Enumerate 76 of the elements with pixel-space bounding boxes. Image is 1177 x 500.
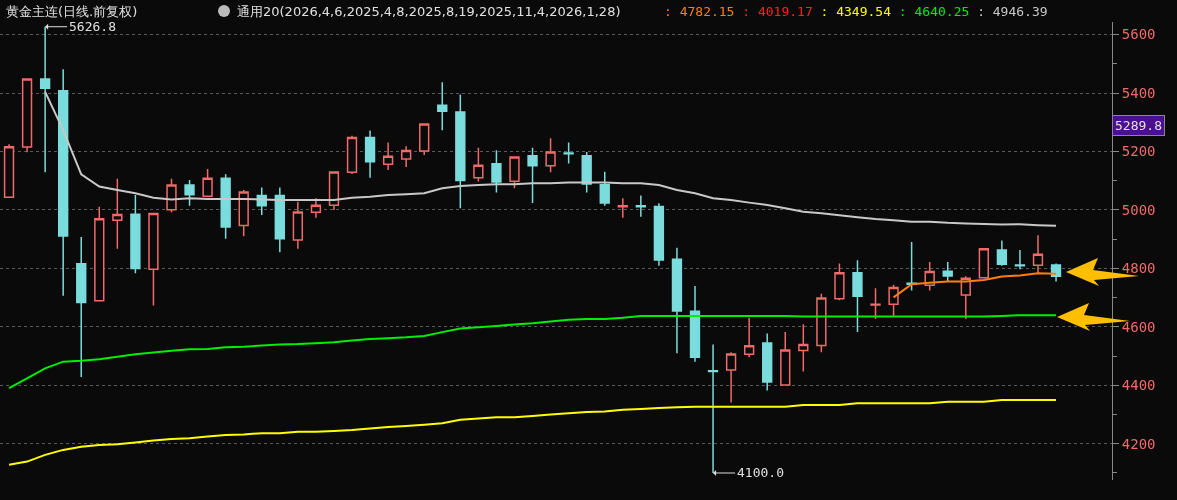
text: 5289.8	[1115, 118, 1162, 133]
y-tick-label: 5400	[1121, 84, 1156, 101]
candlestick	[816, 293, 827, 354]
text: : 4640.25	[898, 4, 970, 19]
y-tick-label: 5600	[1121, 26, 1156, 43]
candlestick	[184, 179, 195, 207]
candlestick	[130, 194, 141, 275]
line-series	[8, 398, 1058, 466]
line-series	[44, 90, 1058, 227]
candlestick	[527, 146, 538, 204]
candlestick	[743, 317, 755, 358]
y-tick-label: 4400	[1121, 377, 1156, 394]
candlestick	[238, 189, 249, 237]
candlestick	[1014, 249, 1026, 271]
candlestick	[202, 168, 213, 197]
candlestick	[563, 141, 574, 165]
candlestick	[960, 275, 971, 320]
chart-subtitle: 通用20(2026,4,6,2025,4,8,2025,8,19,2025,11,4,2026,1,28)	[237, 4, 621, 19]
candlestick	[545, 137, 556, 173]
candlestick	[401, 145, 412, 168]
annotation: 5626.8	[69, 19, 116, 34]
candlestick	[599, 170, 610, 207]
chart-title: 黄金主连(日线.前复权)	[6, 4, 138, 19]
y-tick-label: 5200	[1121, 143, 1156, 160]
text: : 4349.54	[820, 4, 892, 19]
candlestick	[653, 202, 665, 267]
candlestick	[148, 212, 159, 307]
candlestick	[364, 129, 376, 179]
candlestick	[996, 239, 1008, 267]
text: : 4782.15	[664, 4, 735, 19]
candlestick	[1032, 234, 1044, 275]
candlestick	[473, 146, 484, 183]
candlestick	[455, 93, 466, 209]
candlestick	[852, 259, 863, 333]
candlestick	[725, 351, 737, 404]
candlestick	[220, 173, 231, 240]
legend-label: : 4019.17	[742, 4, 813, 19]
candlestick	[798, 323, 809, 373]
candlestick	[581, 151, 592, 194]
candlestick	[617, 197, 628, 219]
candlestick	[780, 331, 791, 386]
candlestick	[635, 194, 647, 218]
candlestick	[21, 78, 33, 154]
candlestick	[671, 246, 683, 354]
annotation: 4100.0	[737, 465, 784, 480]
candlestick	[292, 201, 304, 250]
candlestick	[888, 284, 899, 317]
y-tick-label: 4600	[1121, 318, 1156, 335]
candlestick	[689, 285, 701, 363]
candlestick	[834, 262, 845, 301]
candlestick	[328, 171, 340, 211]
candlestick	[58, 68, 69, 297]
y-tick-label: 4200	[1121, 435, 1156, 452]
candlestick	[166, 177, 177, 214]
candlestick	[76, 236, 87, 378]
candlestick	[491, 149, 502, 194]
candlestick	[870, 287, 881, 320]
candlestick	[942, 261, 953, 283]
candlestick	[1050, 262, 1062, 283]
candlestick	[112, 177, 123, 250]
candlestick	[437, 81, 448, 131]
candlestick	[382, 141, 394, 171]
candlestick	[274, 186, 285, 254]
y-tick-label: 4800	[1121, 260, 1156, 277]
candlestick	[3, 143, 15, 199]
candlestick	[762, 332, 773, 392]
text: : 4946.39	[977, 4, 1048, 19]
candlestick	[310, 197, 322, 219]
line-series	[8, 314, 1058, 390]
line-series	[892, 272, 1058, 299]
candlestick	[419, 123, 430, 156]
y-tick-label: 5000	[1121, 201, 1156, 218]
candlestick	[509, 156, 520, 190]
candlestick	[978, 248, 989, 279]
candlestick	[346, 134, 358, 175]
candlestick	[94, 205, 105, 302]
